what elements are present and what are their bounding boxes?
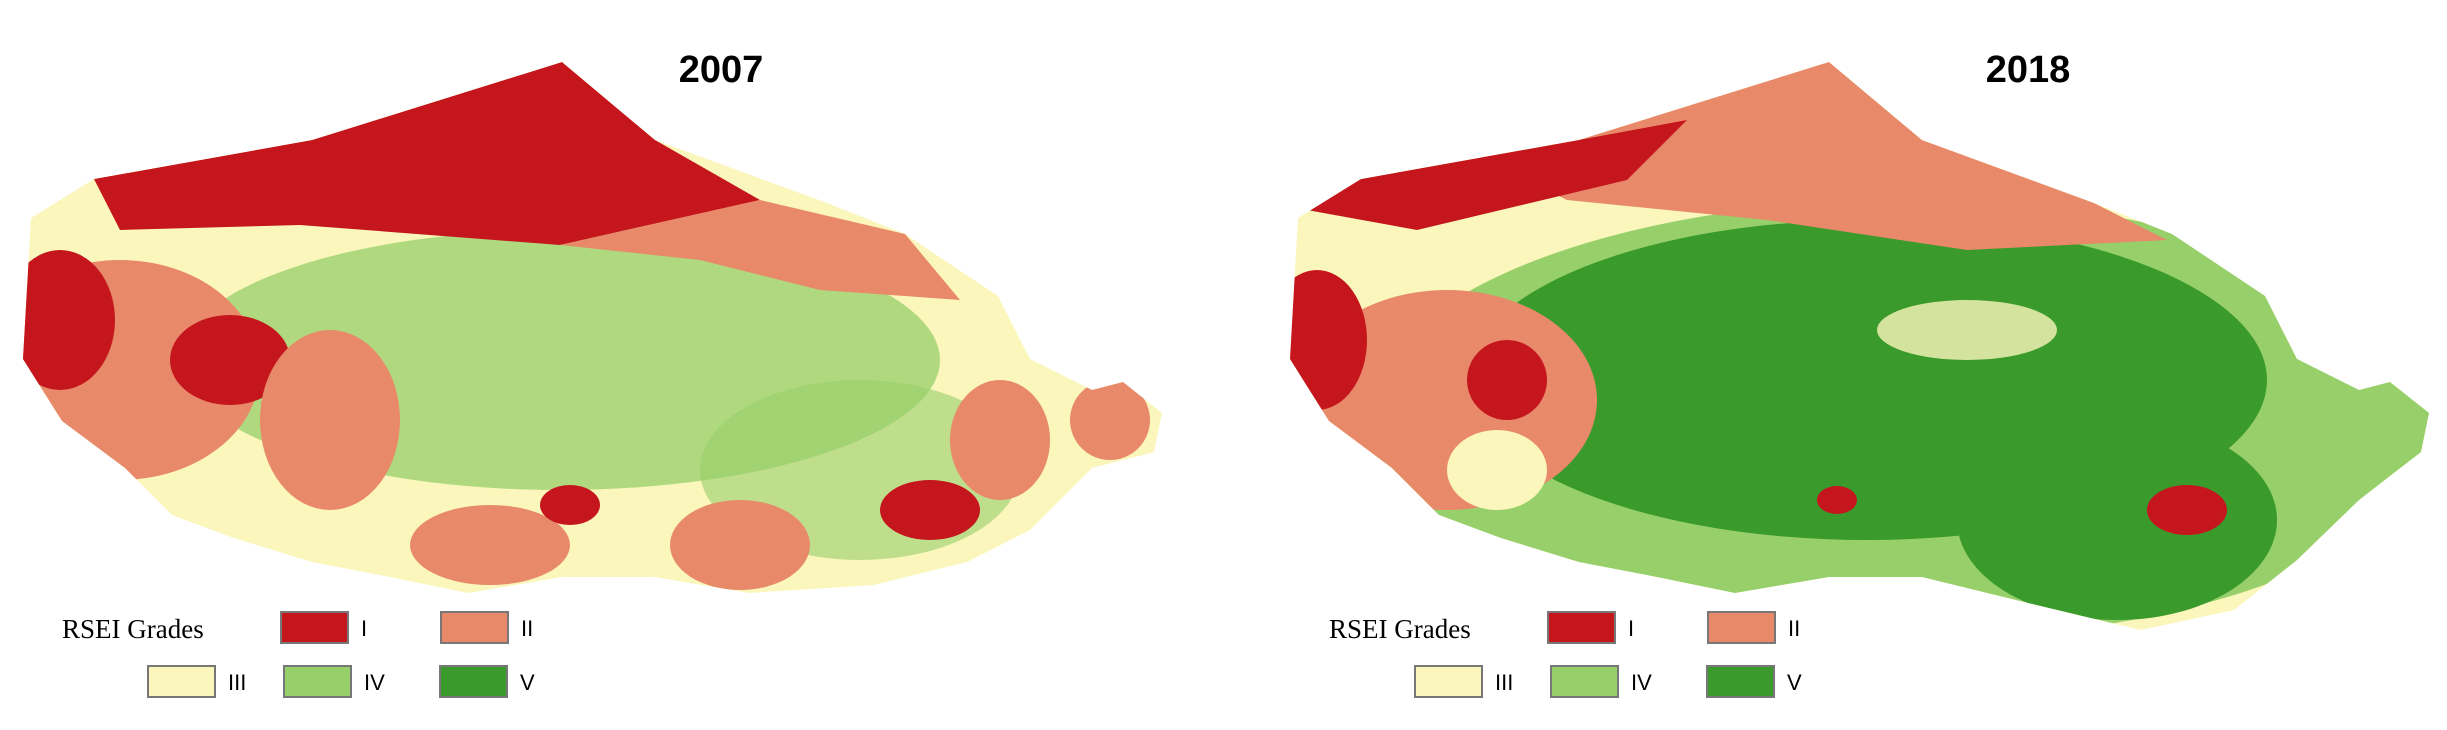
region bbox=[1467, 340, 1547, 420]
region bbox=[1957, 420, 2277, 620]
legend-swatch bbox=[283, 665, 352, 698]
legend-label: V bbox=[1787, 670, 1802, 695]
legend-title: RSEI Grades bbox=[1329, 614, 1471, 644]
legend-label: V bbox=[520, 670, 535, 695]
map-title: 2007 bbox=[679, 49, 764, 91]
region bbox=[670, 500, 810, 590]
legend-title: RSEI Grades bbox=[62, 614, 204, 644]
region bbox=[1307, 120, 1687, 230]
region bbox=[1290, 270, 1367, 410]
region bbox=[94, 62, 760, 245]
legend-swatch bbox=[1547, 611, 1616, 644]
legend-label: III bbox=[1495, 670, 1513, 695]
region bbox=[23, 250, 115, 390]
legend-swatch bbox=[280, 611, 349, 644]
region bbox=[410, 505, 570, 585]
region bbox=[880, 480, 980, 540]
region bbox=[560, 200, 960, 300]
legend-swatch bbox=[439, 665, 508, 698]
region bbox=[260, 330, 400, 510]
legend-swatch bbox=[1707, 611, 1776, 644]
legend-swatch bbox=[1706, 665, 1775, 698]
region bbox=[1817, 486, 1857, 514]
region bbox=[170, 315, 290, 405]
legend-swatch bbox=[1414, 665, 1483, 698]
map-2007 bbox=[23, 62, 1162, 593]
legend-label: I bbox=[361, 616, 367, 641]
legend-swatch bbox=[147, 665, 216, 698]
legend-swatch bbox=[1550, 665, 1619, 698]
legend-label: IV bbox=[364, 670, 385, 695]
region bbox=[1877, 300, 2057, 360]
legend-label: II bbox=[1788, 616, 1800, 641]
legend-label: II bbox=[521, 616, 533, 641]
region bbox=[2147, 485, 2227, 535]
region bbox=[540, 485, 600, 525]
map-2018 bbox=[1290, 62, 2429, 630]
region bbox=[950, 380, 1050, 500]
legend-label: IV bbox=[1631, 670, 1652, 695]
region bbox=[1070, 380, 1150, 460]
map-title: 2018 bbox=[1986, 49, 2071, 91]
legend-label: III bbox=[228, 670, 246, 695]
region bbox=[1447, 430, 1547, 510]
legend-swatch bbox=[440, 611, 509, 644]
legend-label: I bbox=[1628, 616, 1634, 641]
